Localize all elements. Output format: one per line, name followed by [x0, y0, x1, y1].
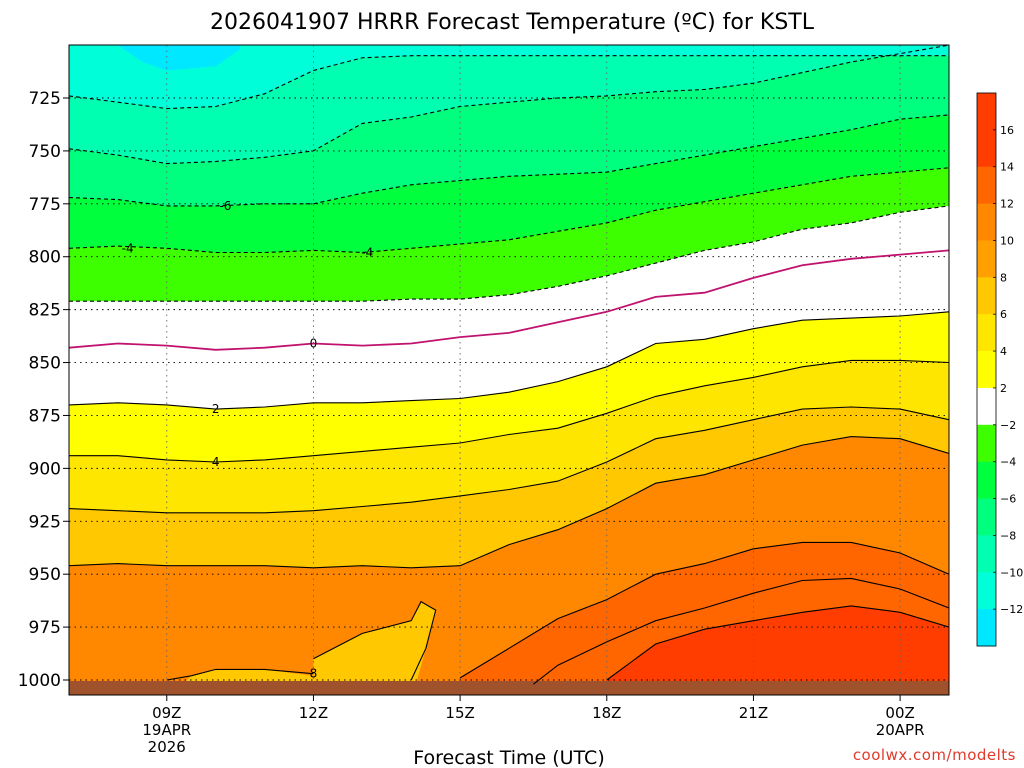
contour-label: 0	[310, 336, 318, 350]
colorbar-swatch	[977, 203, 996, 241]
colorbar-label: 12	[1000, 198, 1014, 211]
colorbar-swatch	[977, 609, 996, 647]
colorbar-label: 10	[1000, 234, 1014, 247]
colorbar-label: −12	[1000, 603, 1023, 616]
colorbar-label: −4	[1000, 456, 1016, 469]
isotherm-4	[69, 359, 949, 463]
colorbar-label: −10	[1000, 566, 1023, 579]
temperature-fill-layer	[69, 45, 949, 695]
colorbar-swatch	[977, 277, 996, 315]
x-tick-label: 00Z	[885, 704, 914, 722]
isotherm-2	[69, 311, 949, 410]
x-tick-label: 15Z	[445, 704, 474, 722]
plot-area: -4 -4 -6 0 2 4 8	[68, 44, 950, 696]
y-tick-label: 750	[29, 142, 61, 162]
isotherm-6	[69, 406, 949, 514]
contour-label: 8	[310, 667, 318, 681]
contour-label: -4	[122, 241, 134, 255]
grid-lines	[69, 45, 949, 695]
isotherm--6	[69, 114, 949, 207]
isotherm-10	[459, 541, 949, 679]
colorbar-swatch	[977, 166, 996, 205]
fill-band--10	[69, 45, 949, 109]
isotherm--8	[69, 45, 949, 165]
colorbar-label: 8	[1000, 271, 1007, 284]
x-tick-label: 12Z	[299, 704, 328, 722]
fill-pocket-cold-12	[117, 45, 241, 71]
colorbar-swatch	[977, 572, 996, 610]
x-tick-date: 19APR	[142, 721, 191, 739]
x-tick-label: 21Z	[739, 704, 768, 722]
y-tick-label: 1000	[18, 671, 61, 691]
colorbar-swatch	[977, 535, 996, 573]
y-tick-label: 850	[29, 354, 61, 374]
y-tick-label: 800	[29, 248, 61, 268]
colorbar-label: 2	[1000, 382, 1007, 395]
y-tick-label: 725	[29, 89, 61, 109]
fill-pocket-14	[589, 605, 949, 695]
y-tick-label: 975	[29, 618, 61, 638]
isotherm-8-low	[166, 668, 314, 681]
y-tick-label: 775	[29, 195, 61, 215]
isotherm-14	[606, 605, 949, 681]
y-tick-label: 825	[29, 301, 61, 321]
colorbar-label: 14	[1000, 161, 1014, 174]
colorbar-swatch	[977, 314, 996, 352]
fill-pocket-cold-10	[69, 45, 289, 98]
isotherm-0	[69, 249, 949, 351]
colorbar-label: −8	[1000, 529, 1016, 542]
isotherm--10	[69, 55, 949, 110]
isotherm-labels: -4 -4 -6 0 2 4 8	[122, 199, 374, 681]
colorbar-swatch	[977, 387, 996, 426]
y-tick-label: 950	[29, 565, 61, 585]
colorbar-swatch	[977, 424, 996, 463]
x-tick-label: 18Z	[592, 704, 621, 722]
ground-surface	[69, 681, 949, 695]
colorbar-swatch	[977, 351, 996, 389]
colorbar-label: 4	[1000, 345, 1007, 358]
colorbar-swatch	[977, 240, 996, 278]
colorbar-swatch	[977, 93, 996, 131]
isotherm-8	[69, 436, 949, 569]
colorbar-swatch	[977, 498, 996, 536]
colorbar-label: 6	[1000, 308, 1007, 321]
contour-label: 4	[212, 455, 220, 469]
pressure-axis: 725 750 775 800 825 850 875 900 925 950 975 1000	[18, 89, 69, 691]
credit-text[interactable]: coolwx.com/modelts	[853, 746, 1016, 764]
x-tick-date: 20APR	[876, 721, 925, 739]
colorbar-swatch	[977, 129, 996, 168]
isotherm-8-pocket	[313, 600, 437, 681]
y-tick-label: 875	[29, 406, 61, 426]
contour-label: 2	[212, 402, 220, 416]
contour-label: -6	[219, 199, 231, 213]
x-axis-label: Forecast Time (UTC)	[413, 747, 604, 768]
x-tick-label: 09Z	[152, 704, 181, 722]
color-legend: 16 14 12 10 8 6 4 2 −2 −4 −6 −8 −10 −12	[976, 92, 1023, 647]
plot-frame	[68, 44, 950, 696]
chart-title: 2026041907 HRRR Forecast Temperature (ºC…	[210, 10, 815, 35]
fill-pocket-cool-8	[313, 601, 436, 695]
isotherm-lines	[69, 45, 949, 685]
y-tick-label: 925	[29, 512, 61, 532]
isotherm-12	[533, 577, 949, 685]
colorbar-frame	[976, 92, 997, 647]
x-tick-year: 2026	[148, 738, 186, 756]
colorbar-swatch	[977, 461, 996, 500]
contour-label: -4	[361, 245, 373, 259]
colorbar-label: −6	[1000, 493, 1016, 506]
y-tick-label: 900	[29, 459, 61, 479]
colorbar-label: 16	[1000, 124, 1014, 137]
colorbar-label: −2	[1000, 419, 1016, 432]
